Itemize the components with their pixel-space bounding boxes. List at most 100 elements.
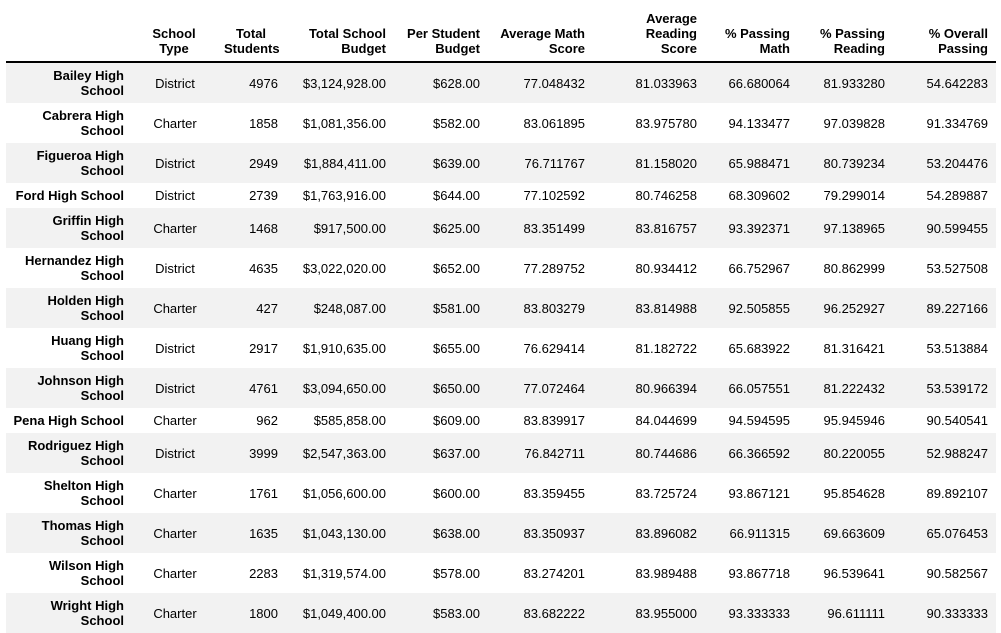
table-row: Wilson High School Charter 2283 $1,319,574.… (6, 553, 996, 593)
table-row: Figueroa High School District 2949 $1,884,4… (6, 143, 996, 183)
cell-percent-passing-reading: 81.933280 (823, 75, 885, 91)
column-header-percent-passing-math: % Passing Math (705, 6, 798, 63)
cell-total-students: 2739 (249, 188, 278, 203)
cell-school-type: Charter (153, 300, 197, 316)
cell-percent-overall-passing: 89.892107 (926, 485, 988, 501)
table-row: Rodriguez High School District 3999 $2,547,… (6, 433, 996, 473)
cell-per-student-budget: $650.00 (433, 380, 480, 396)
cell-school-type: Charter (153, 115, 197, 131)
cell-percent-passing-math: 68.309602 (728, 188, 790, 203)
cell-percent-overall-passing: 90.333333 (926, 605, 988, 621)
cell-school-type: Charter (153, 413, 197, 428)
cell-percent-passing-reading: 80.220055 (823, 445, 885, 461)
column-header-total-school-budget: Total School Budget (286, 6, 394, 63)
cell-percent-passing-reading: 95.854628 (823, 485, 885, 501)
cell-percent-passing-math: 65.683922 (728, 340, 790, 356)
table-row: Ford High School District 2739 $1,763,916.0… (6, 183, 996, 208)
cell-average-math-score: 77.072464 (523, 380, 585, 396)
table-row: Thomas High School Charter 1635 $1,043,130.… (6, 513, 996, 553)
cell-percent-overall-passing: 89.227166 (926, 300, 988, 316)
cell-percent-passing-math: 66.680064 (728, 75, 790, 91)
cell-school-type: Charter (153, 485, 197, 501)
row-header-school-name: Bailey High School (53, 68, 124, 98)
row-header-school-name: Huang High School (51, 333, 124, 363)
cell-total-school-budget: $1,043,130.00 (302, 525, 386, 541)
cell-total-school-budget: $2,547,363.00 (302, 445, 386, 461)
cell-total-school-budget: $1,910,635.00 (302, 340, 386, 356)
cell-percent-passing-math: 93.867121 (728, 485, 790, 501)
cell-school-type: Charter (153, 525, 197, 541)
cell-average-math-score: 83.682222 (523, 605, 585, 621)
index-corner-cell (6, 6, 132, 63)
cell-school-type: District (155, 380, 195, 396)
table-row: Shelton High School Charter 1761 $1,056,600… (6, 473, 996, 513)
cell-per-student-budget: $600.00 (433, 485, 480, 501)
cell-average-math-score: 76.629414 (523, 340, 585, 356)
cell-percent-passing-reading: 81.222432 (823, 380, 885, 396)
cell-percent-passing-reading: 81.316421 (823, 340, 885, 356)
row-header-school-name: Pena High School (13, 413, 124, 428)
cell-per-student-budget: $644.00 (433, 188, 480, 203)
cell-average-reading-score: 80.744686 (635, 445, 697, 461)
cell-per-student-budget: $652.00 (433, 260, 480, 276)
cell-total-students: 1468 (249, 220, 278, 236)
cell-total-students: 4976 (249, 75, 278, 91)
cell-per-student-budget: $638.00 (433, 525, 480, 541)
cell-percent-passing-math: 66.366592 (728, 445, 790, 461)
cell-percent-passing-math: 66.752967 (728, 260, 790, 276)
cell-total-school-budget: $3,022,020.00 (302, 260, 386, 276)
cell-school-type: Charter (153, 220, 197, 236)
cell-average-math-score: 76.842711 (524, 445, 586, 461)
cell-percent-passing-math: 94.133477 (728, 115, 790, 131)
cell-average-reading-score: 80.934412 (635, 260, 697, 276)
cell-total-school-budget: $1,049,400.00 (302, 605, 386, 621)
cell-school-type: District (155, 188, 195, 203)
cell-percent-passing-reading: 80.739234 (823, 155, 885, 171)
cell-average-math-score: 83.839917 (523, 413, 585, 428)
cell-per-student-budget: $583.00 (433, 605, 480, 621)
table-body: Bailey High School District 4976 $3,124,928… (6, 62, 996, 633)
cell-total-school-budget: $917,500.00 (313, 220, 386, 236)
cell-average-math-score: 77.048432 (523, 75, 585, 91)
cell-average-reading-score: 81.158020 (635, 155, 697, 171)
school-summary-container: School Type Total Students Total School … (6, 6, 1001, 633)
cell-school-type: District (155, 445, 195, 461)
cell-percent-passing-math: 93.392371 (728, 220, 790, 236)
row-header-school-name: Rodriguez High School (27, 438, 124, 468)
cell-average-math-score: 83.803279 (523, 300, 585, 316)
cell-percent-passing-reading: 97.039828 (823, 115, 885, 131)
cell-total-school-budget: $1,056,600.00 (302, 485, 386, 501)
cell-total-school-budget: $1,763,916.00 (302, 188, 386, 203)
column-header-average-reading-score: Average Reading Score (593, 6, 705, 63)
cell-school-type: District (155, 340, 195, 356)
cell-total-students: 1635 (249, 525, 278, 541)
cell-percent-overall-passing: 91.334769 (926, 115, 988, 131)
cell-average-math-score: 83.274201 (523, 565, 585, 581)
column-header-total-students: Total Students (222, 6, 286, 63)
row-header-school-name: Cabrera High School (42, 108, 124, 138)
row-header-school-name: Griffin High School (52, 213, 125, 243)
cell-percent-passing-reading: 97.138965 (823, 220, 885, 236)
cell-total-school-budget: $3,094,650.00 (302, 380, 386, 396)
cell-total-students: 962 (256, 413, 278, 428)
cell-per-student-budget: $628.00 (433, 75, 480, 91)
school-summary-table: School Type Total Students Total School … (6, 6, 996, 633)
row-header-school-name: Holden High School (47, 293, 124, 323)
table-header: School Type Total Students Total School … (6, 6, 996, 63)
row-header-school-name: Hernandez High School (25, 253, 124, 283)
cell-average-reading-score: 81.033963 (635, 75, 697, 91)
cell-total-students: 4761 (249, 380, 278, 396)
cell-average-reading-score: 80.966394 (635, 380, 697, 396)
cell-total-school-budget: $1,884,411.00 (303, 155, 386, 171)
cell-per-student-budget: $578.00 (433, 565, 480, 581)
column-header-percent-passing-reading: % Passing Reading (798, 6, 893, 63)
cell-percent-passing-math: 66.911315 (729, 525, 791, 541)
cell-average-reading-score: 81.182722 (635, 340, 697, 356)
cell-total-students: 1800 (249, 605, 278, 621)
row-header-school-name: Wright High School (50, 598, 124, 628)
cell-percent-overall-passing: 54.642283 (926, 75, 988, 91)
cell-total-students: 2949 (249, 155, 278, 171)
cell-percent-passing-reading: 80.862999 (823, 260, 885, 276)
cell-per-student-budget: $637.00 (433, 445, 480, 461)
cell-per-student-budget: $581.00 (433, 300, 480, 316)
